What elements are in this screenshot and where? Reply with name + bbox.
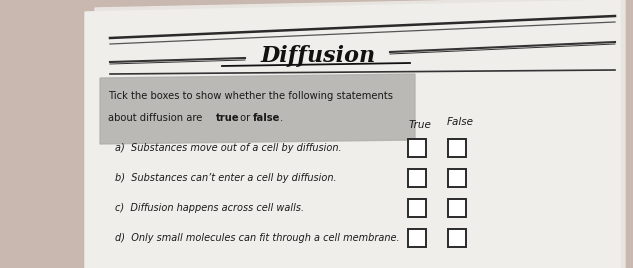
Text: Tick the boxes to show whether the following statements: Tick the boxes to show whether the follo…	[108, 91, 393, 101]
Bar	[408, 229, 426, 247]
Polygon shape	[95, 0, 625, 268]
Bar	[408, 169, 426, 187]
Text: a)  Substances move out of a cell by diffusion.: a) Substances move out of a cell by diff…	[115, 143, 342, 153]
Polygon shape	[100, 74, 415, 144]
Text: d)  Only small molecules can fit through a cell membrane.: d) Only small molecules can fit through …	[115, 233, 399, 243]
Bar	[408, 139, 426, 157]
Text: true: true	[216, 113, 240, 123]
Text: Diffusion: Diffusion	[260, 45, 375, 67]
Bar	[448, 199, 466, 217]
Text: .: .	[280, 113, 283, 123]
Text: False: False	[446, 117, 473, 127]
Text: b)  Substances can’t enter a cell by diffusion.: b) Substances can’t enter a cell by diff…	[115, 173, 337, 183]
Bar	[448, 139, 466, 157]
Text: about diffusion are: about diffusion are	[108, 113, 206, 123]
Polygon shape	[85, 0, 620, 268]
Text: false: false	[253, 113, 280, 123]
Text: or: or	[237, 113, 253, 123]
Text: c)  Diffusion happens across cell walls.: c) Diffusion happens across cell walls.	[115, 203, 304, 213]
Text: True: True	[408, 120, 432, 130]
Bar	[408, 199, 426, 217]
Bar	[448, 169, 466, 187]
Bar	[448, 229, 466, 247]
